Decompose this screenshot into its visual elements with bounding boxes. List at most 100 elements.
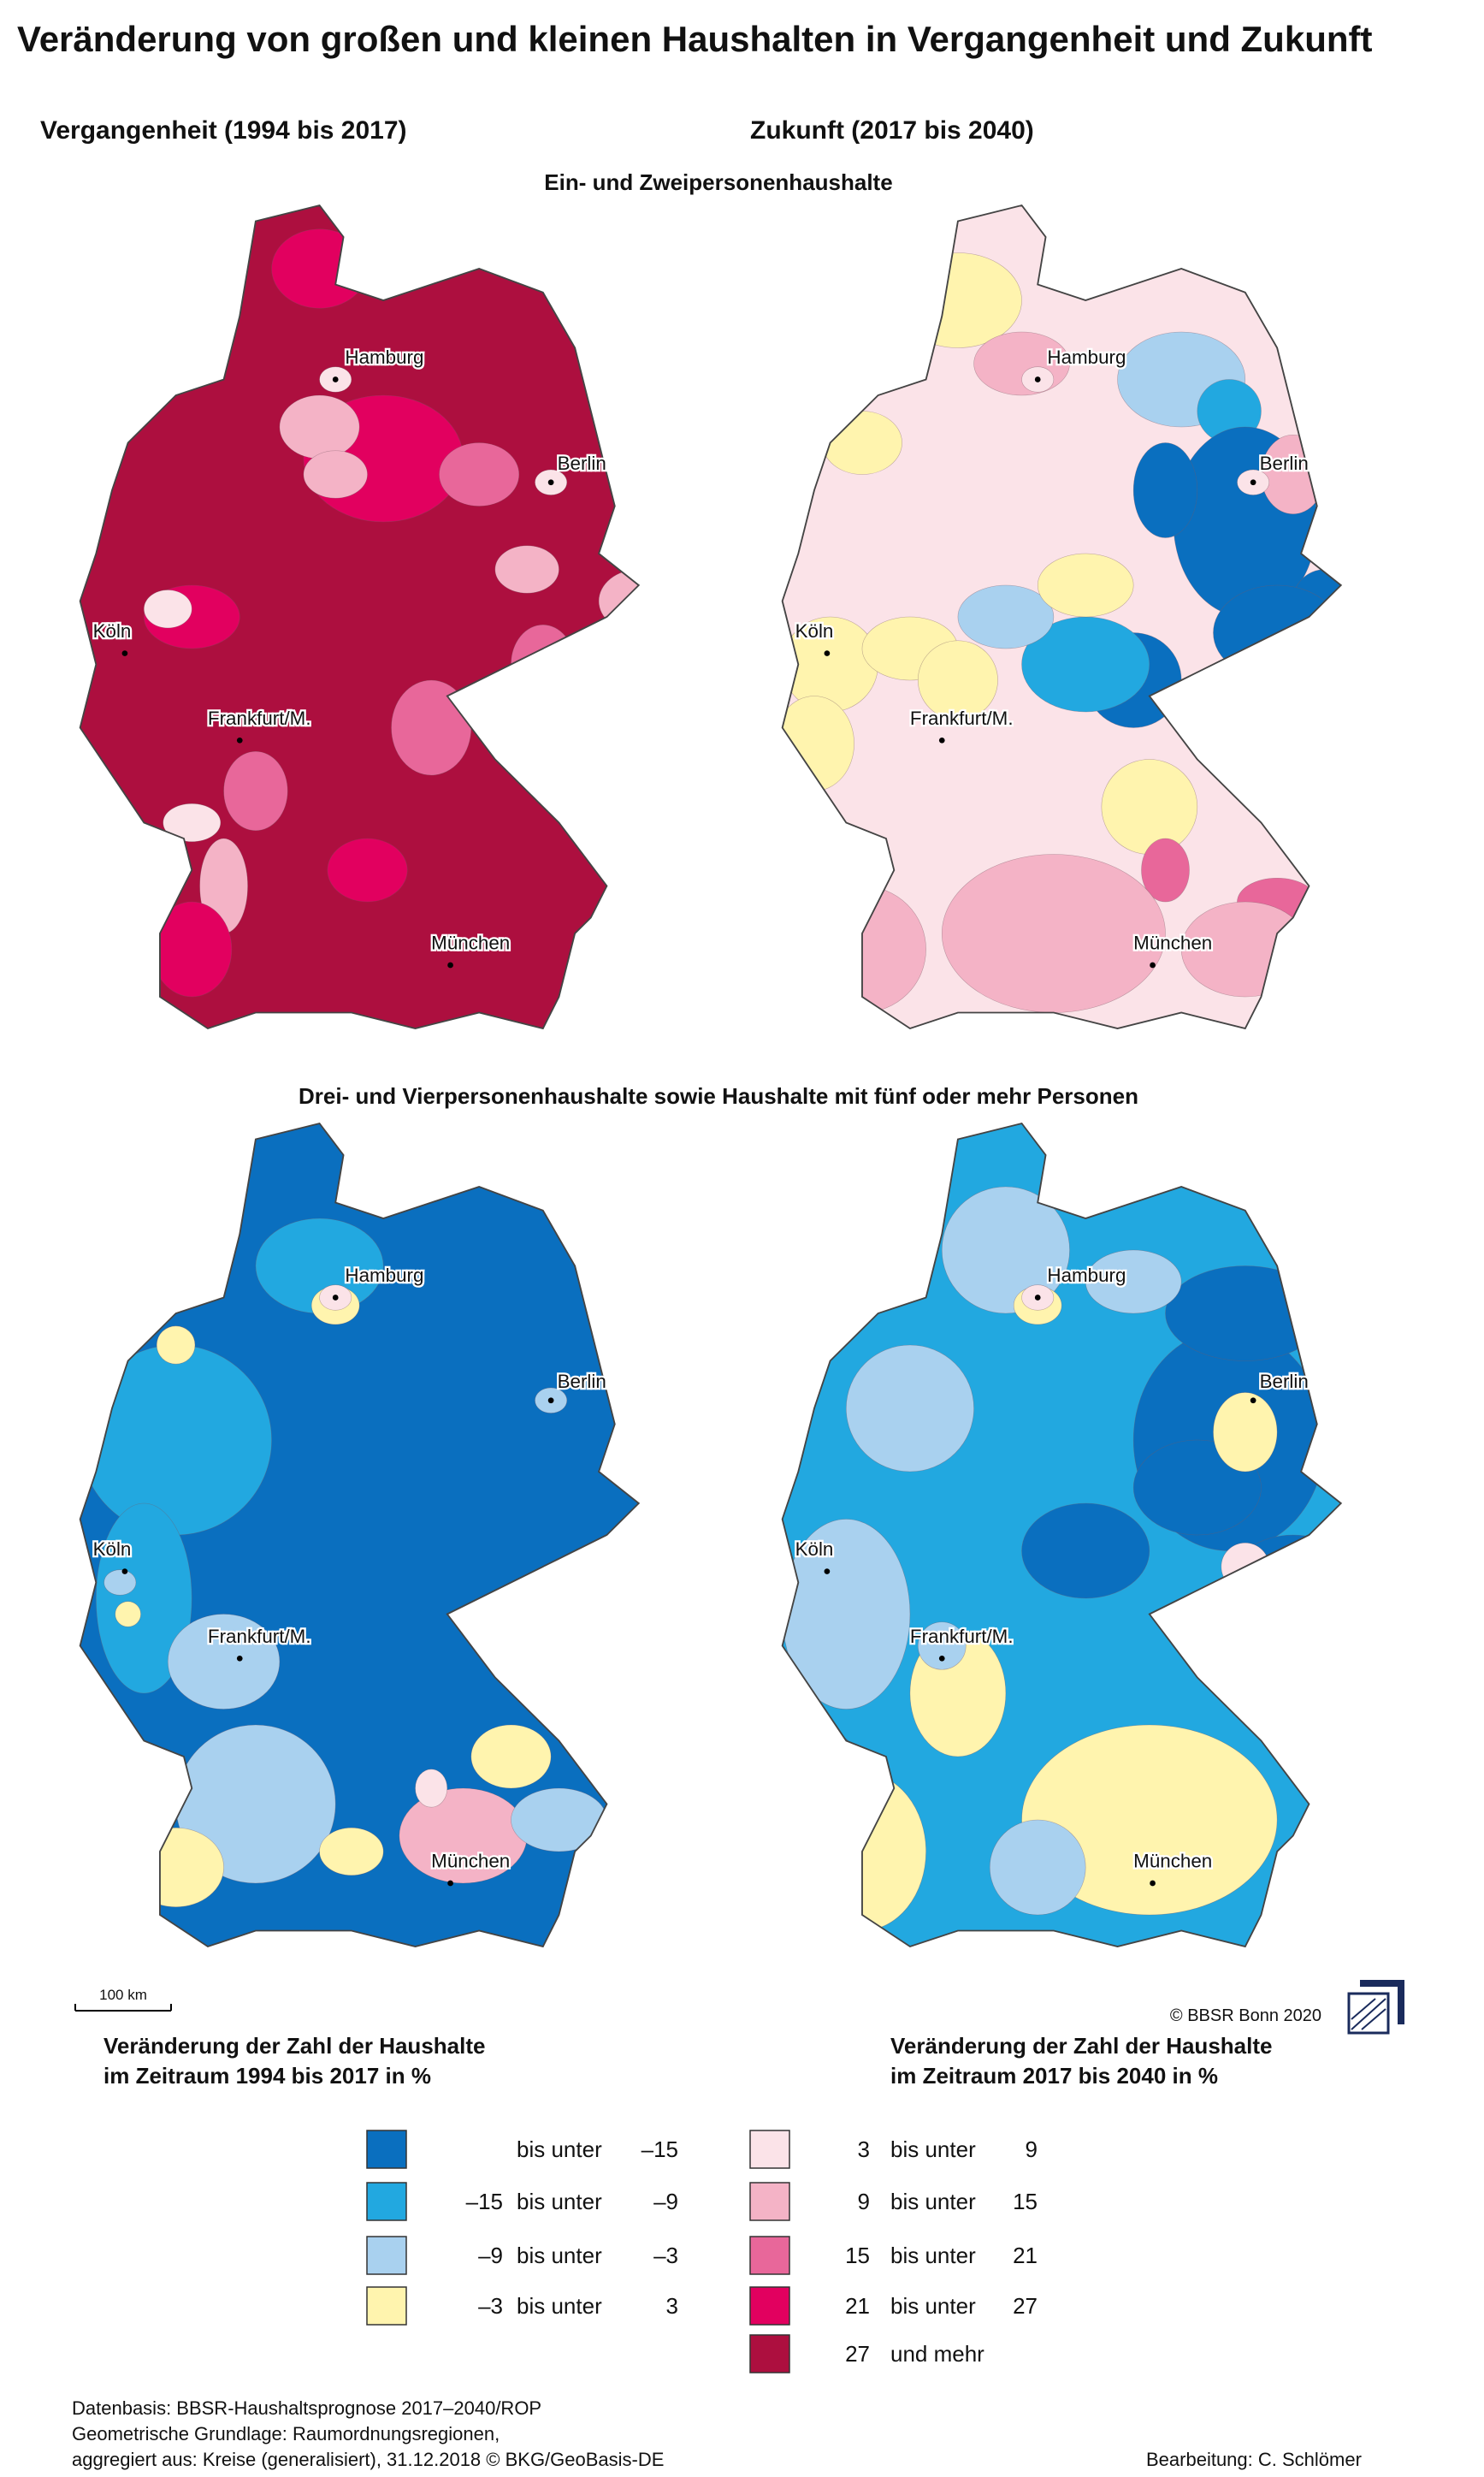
region (391, 679, 472, 776)
city-dot (332, 376, 339, 382)
legend-swatch (749, 2236, 790, 2275)
region (1021, 1502, 1150, 1599)
legend-title: im Zeitraum 1994 bis 2017 in % (103, 2063, 431, 2089)
city-dot (447, 1880, 453, 1887)
city-label: Frankfurt/M. (208, 708, 311, 729)
logo (1347, 1980, 1404, 2035)
legend-swatch (366, 2286, 407, 2326)
legend-title: Veränderung der Zahl der Haushalte (103, 2033, 485, 2059)
region (103, 1569, 137, 1596)
legend-from: –3 (478, 2293, 503, 2319)
region (1132, 442, 1198, 538)
city-dot (938, 737, 945, 744)
footer-author: Bearbeitung: C. Schlömer (1146, 2449, 1362, 2470)
city-label: München (1133, 1851, 1212, 1872)
legend-to: 3 (666, 2293, 678, 2319)
city-dot (1150, 1880, 1156, 1887)
region (127, 1827, 224, 1908)
legend-title: Veränderung der Zahl der Haushalte (890, 2033, 1272, 2059)
map: Hamburg Berlin Köln Frankfurt/M. München (79, 1123, 640, 1947)
region (279, 394, 360, 459)
legend-from: –15 (466, 2189, 503, 2214)
legend-connector: bis unter (890, 2189, 976, 2214)
legend-swatch (749, 2130, 790, 2169)
map: Hamburg Berlin Köln Frankfurt/M. München (79, 204, 640, 1029)
legend-swatch (366, 2236, 407, 2275)
legend-to: 9 (1026, 2136, 1038, 2162)
region (223, 750, 288, 832)
city-label: Frankfurt/M. (910, 1626, 1014, 1647)
region (156, 1325, 196, 1365)
region (1101, 759, 1198, 855)
city-dot (236, 737, 243, 744)
legend-swatch (749, 2182, 790, 2221)
region (806, 1732, 854, 1781)
section-header: Drei- und Vierpersonenhaushalte sowie Ha… (299, 1083, 1138, 1109)
region (989, 1819, 1086, 1916)
region (96, 1502, 192, 1694)
legend-from: 15 (845, 2243, 870, 2268)
city-dot (121, 650, 128, 656)
legend-connector: bis unter (890, 2243, 976, 2268)
legend-connector: bis unter (890, 2293, 976, 2319)
city-dot (1250, 1397, 1256, 1404)
scale-label: 100 km (99, 1987, 147, 2003)
legend-to: –3 (653, 2243, 678, 2268)
city-label: Frankfurt/M. (910, 708, 1014, 729)
city-dot (938, 1655, 945, 1662)
title: Veränderung von großen und kleinen Haush… (17, 19, 1372, 59)
legend-connector: bis unter (517, 2293, 602, 2319)
region (303, 450, 368, 499)
legend-from: 3 (858, 2136, 870, 2162)
region (494, 545, 559, 594)
legend-from: 21 (845, 2293, 870, 2319)
legend-to: 27 (1013, 2293, 1038, 2319)
legend-from: –9 (478, 2243, 503, 2268)
region (894, 252, 1022, 348)
section-header: Ein- und Zweipersonenhaushalte (544, 169, 892, 195)
city-label: Berlin (1260, 1371, 1309, 1392)
legend-connector: und mehr (890, 2341, 984, 2367)
city-dot (1250, 479, 1256, 486)
region (957, 584, 1055, 649)
column-header: Vergangenheit (1994 bis 2017) (40, 116, 407, 145)
copyright: © BBSR Bonn 2020 (1170, 2006, 1321, 2025)
city-label: München (431, 1851, 510, 1872)
city-label: Köln (795, 620, 834, 642)
region (1085, 1249, 1182, 1314)
region (598, 569, 639, 633)
city-label: Köln (795, 1538, 834, 1560)
region (80, 1344, 272, 1536)
region (144, 590, 192, 629)
city-dot (824, 1568, 831, 1574)
legend-swatch (749, 2334, 790, 2373)
footer-source: Geometrische Grundlage: Raumordnungsregi… (72, 2423, 500, 2444)
city-label: München (1133, 933, 1212, 954)
city-dot (121, 1568, 128, 1574)
region (151, 901, 233, 998)
region (846, 1344, 974, 1473)
city-label: Berlin (1260, 453, 1309, 474)
footer-source: Datenbasis: BBSR-Haushaltsprognose 2017–… (72, 2397, 541, 2419)
region (511, 1787, 607, 1852)
region (941, 854, 1166, 1013)
city-dot (1150, 962, 1156, 969)
city-label: München (431, 933, 510, 954)
region (271, 228, 368, 309)
legend-to: –15 (641, 2136, 678, 2162)
legend-connector: bis unter (517, 2189, 602, 2214)
city-dot (547, 1397, 554, 1404)
region (470, 1724, 552, 1789)
legend-connector: bis unter (517, 2136, 602, 2162)
city-label: Berlin (558, 1371, 606, 1392)
region (1141, 838, 1190, 903)
region (168, 1614, 281, 1710)
map: Hamburg Berlin Köln Frankfurt/M. München (781, 1123, 1342, 1947)
map: Hamburg Berlin Köln Frankfurt/M. München (781, 204, 1342, 1029)
city-label: Hamburg (1047, 347, 1126, 368)
legend-from: 27 (845, 2341, 870, 2367)
city-label: Köln (93, 620, 132, 642)
region (1165, 1265, 1326, 1361)
city-dot (1034, 1295, 1041, 1301)
